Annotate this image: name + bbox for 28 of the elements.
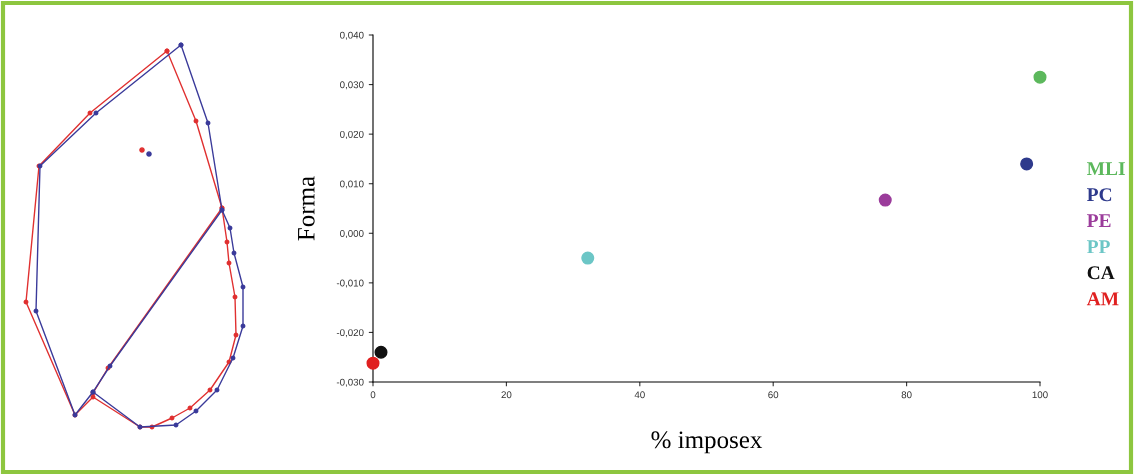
x-tick-label: 0 <box>370 391 376 399</box>
y-tick-label: -0,020 <box>336 329 364 338</box>
y-tick-label: 0,000 <box>340 230 364 239</box>
y-tick-label: 0,010 <box>340 180 364 189</box>
text: PC <box>1087 188 1112 202</box>
point <box>1020 157 1034 171</box>
point <box>374 345 388 359</box>
x-tick-label: 80 <box>901 391 912 399</box>
point <box>366 356 380 370</box>
y-tick-label: 0,020 <box>340 130 364 139</box>
x-tick-label: 40 <box>634 391 645 399</box>
text: PP <box>1087 240 1110 254</box>
point <box>581 251 595 265</box>
y-tick-label: 0,030 <box>340 81 364 90</box>
x-tick-label: 60 <box>768 391 779 399</box>
y-tick-label: -0,030 <box>336 378 364 387</box>
text: MLI <box>1087 162 1125 176</box>
text: CA <box>1087 266 1115 280</box>
y-axis-title: Forma <box>298 176 315 241</box>
y-tick-label: 0,040 <box>340 31 364 40</box>
point <box>1033 70 1047 84</box>
x-tick-label: 100 <box>1032 391 1048 399</box>
point <box>878 193 892 207</box>
x-tick-label: 20 <box>501 391 512 399</box>
x-axis-title: % imposex <box>651 431 763 454</box>
y-tick-label: -0,010 <box>336 279 364 288</box>
text: AM <box>1086 292 1119 306</box>
text: PE <box>1087 214 1111 228</box>
